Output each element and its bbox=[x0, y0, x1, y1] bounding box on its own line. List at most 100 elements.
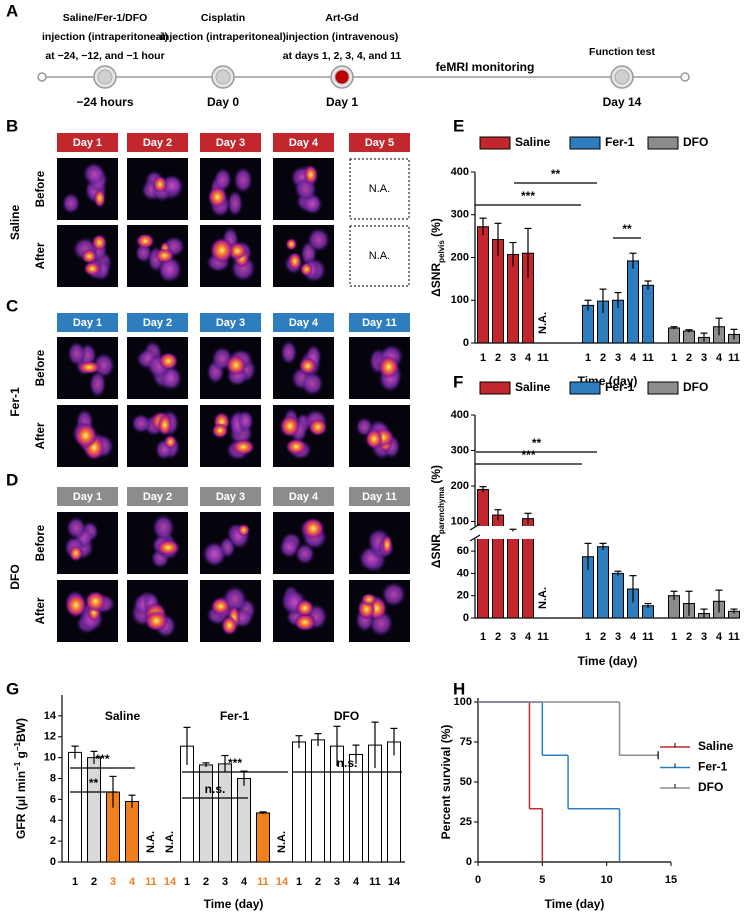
bar bbox=[387, 741, 401, 863]
day-header bbox=[273, 313, 334, 332]
row-label: After bbox=[35, 242, 47, 269]
mri-tissue bbox=[201, 540, 228, 568]
x-tick-label: 3 bbox=[334, 876, 340, 888]
y-tick-label: 200 bbox=[451, 480, 469, 492]
mri-tissue bbox=[300, 371, 324, 397]
na-label: N.A. bbox=[276, 831, 288, 853]
day-header bbox=[273, 487, 334, 506]
event-text: Saline/Fer-1/DFO bbox=[63, 12, 148, 24]
mri-signal bbox=[378, 355, 400, 379]
x-tick-label: 4 bbox=[525, 352, 532, 364]
bar bbox=[125, 800, 139, 863]
event-text: injection (intraperitoneal) bbox=[42, 31, 168, 43]
mri-tissue bbox=[61, 192, 81, 215]
legend-label: DFO bbox=[683, 135, 708, 149]
mri-signal bbox=[158, 352, 179, 371]
day-header bbox=[200, 487, 261, 506]
x-tick-label: 14 bbox=[388, 876, 401, 888]
x-tick-label: 11 bbox=[369, 876, 381, 888]
mri-signal bbox=[211, 423, 229, 439]
x-tick-label: 3 bbox=[510, 631, 516, 643]
mri-tissue bbox=[306, 227, 331, 253]
mri-signal bbox=[157, 413, 173, 436]
bar bbox=[477, 489, 489, 619]
event-text: injection (intravenous) bbox=[286, 31, 399, 43]
y-axis-title-part: g bbox=[14, 751, 28, 762]
event-text: Cisplatin bbox=[201, 12, 245, 24]
y-tick-label: 12 bbox=[44, 731, 56, 743]
x-tick-label: 2 bbox=[686, 352, 692, 364]
panel-letter: G bbox=[6, 679, 19, 698]
mri-signal bbox=[237, 523, 250, 537]
legend-label: DFO bbox=[683, 380, 708, 394]
day-header-text: Day 3 bbox=[216, 317, 245, 329]
y-tick-label: 50 bbox=[460, 776, 472, 788]
event-text: Function test bbox=[589, 46, 655, 58]
x-tick-label: 2 bbox=[600, 352, 606, 364]
day-header-text: Day 1 bbox=[73, 137, 102, 149]
monitoring-label: feMRI monitoring bbox=[436, 60, 535, 74]
x-tick-label: 11 bbox=[537, 352, 549, 364]
y-tick-label: 10 bbox=[44, 752, 56, 764]
event-text: injection (intraperitoneal) bbox=[160, 31, 286, 43]
mri-tissue bbox=[151, 513, 176, 542]
mri-signal bbox=[64, 592, 87, 618]
significance-label: ** bbox=[89, 776, 99, 790]
bar bbox=[627, 260, 639, 344]
x-tick-label: 15 bbox=[665, 874, 677, 886]
y-tick-label: 400 bbox=[451, 166, 469, 178]
y-axis-title-part: BW) bbox=[14, 718, 28, 742]
y-tick-label: 0 bbox=[463, 337, 469, 349]
y-tick-label: 20 bbox=[457, 590, 469, 602]
x-tick-label: 11 bbox=[257, 876, 269, 888]
mri-signal bbox=[294, 613, 316, 632]
row-label: After bbox=[35, 597, 47, 624]
legend-label: DFO bbox=[698, 780, 723, 794]
bar bbox=[612, 572, 624, 619]
na-label: N.A. bbox=[145, 831, 157, 853]
mri-signal bbox=[68, 545, 83, 562]
x-tick-label: 2 bbox=[686, 631, 692, 643]
x-tick-label: 1 bbox=[480, 631, 486, 643]
y-tick-label: 400 bbox=[451, 409, 469, 421]
legend-swatch bbox=[479, 136, 511, 150]
axis-break-mark bbox=[469, 534, 481, 542]
y-axis-title-part: (%) bbox=[429, 465, 443, 487]
significance-label: *** bbox=[521, 189, 535, 203]
day-header bbox=[200, 133, 261, 152]
mri-signal bbox=[361, 593, 377, 606]
mri-tissue bbox=[67, 341, 86, 367]
mri-tissue bbox=[380, 581, 407, 608]
na-label: N.A. bbox=[537, 312, 549, 334]
row-label: After bbox=[35, 422, 47, 449]
significance-label: ** bbox=[551, 167, 561, 181]
x-tick-label: 11 bbox=[728, 631, 740, 643]
mri-signal bbox=[285, 238, 297, 251]
significance-label: *** bbox=[521, 448, 535, 462]
day-header-text: Day 5 bbox=[365, 137, 394, 149]
legend-label: Fer-1 bbox=[605, 380, 635, 394]
mri-tissue bbox=[226, 189, 244, 217]
x-tick-label: 11 bbox=[642, 352, 654, 364]
x-axis-title: Time (day) bbox=[204, 897, 264, 911]
mri-signal bbox=[308, 418, 328, 437]
timeline-end bbox=[680, 72, 690, 82]
legend-swatch bbox=[647, 136, 679, 150]
x-tick-label: 3 bbox=[510, 352, 516, 364]
day-header-text: Day 2 bbox=[143, 317, 172, 329]
mri-tissue bbox=[294, 542, 316, 565]
y-tick-label: 200 bbox=[451, 251, 469, 263]
y-axis-title: GFR (μl min−1 g−1BW) bbox=[13, 718, 29, 839]
panel-letter: H bbox=[453, 679, 465, 698]
axis-break-mark bbox=[469, 523, 481, 531]
day-header-text: Day 3 bbox=[216, 137, 245, 149]
event-label: Day 1 bbox=[326, 95, 358, 109]
event-text: Art-Gd bbox=[325, 12, 358, 24]
timeline-node-core bbox=[97, 69, 113, 85]
panel-letter: D bbox=[6, 470, 18, 489]
row-label: Before bbox=[35, 171, 47, 207]
day-header-text: Day 4 bbox=[289, 491, 319, 503]
x-tick-label: 2 bbox=[495, 352, 501, 364]
mri-signal bbox=[209, 237, 234, 264]
mri-signal bbox=[279, 414, 301, 438]
